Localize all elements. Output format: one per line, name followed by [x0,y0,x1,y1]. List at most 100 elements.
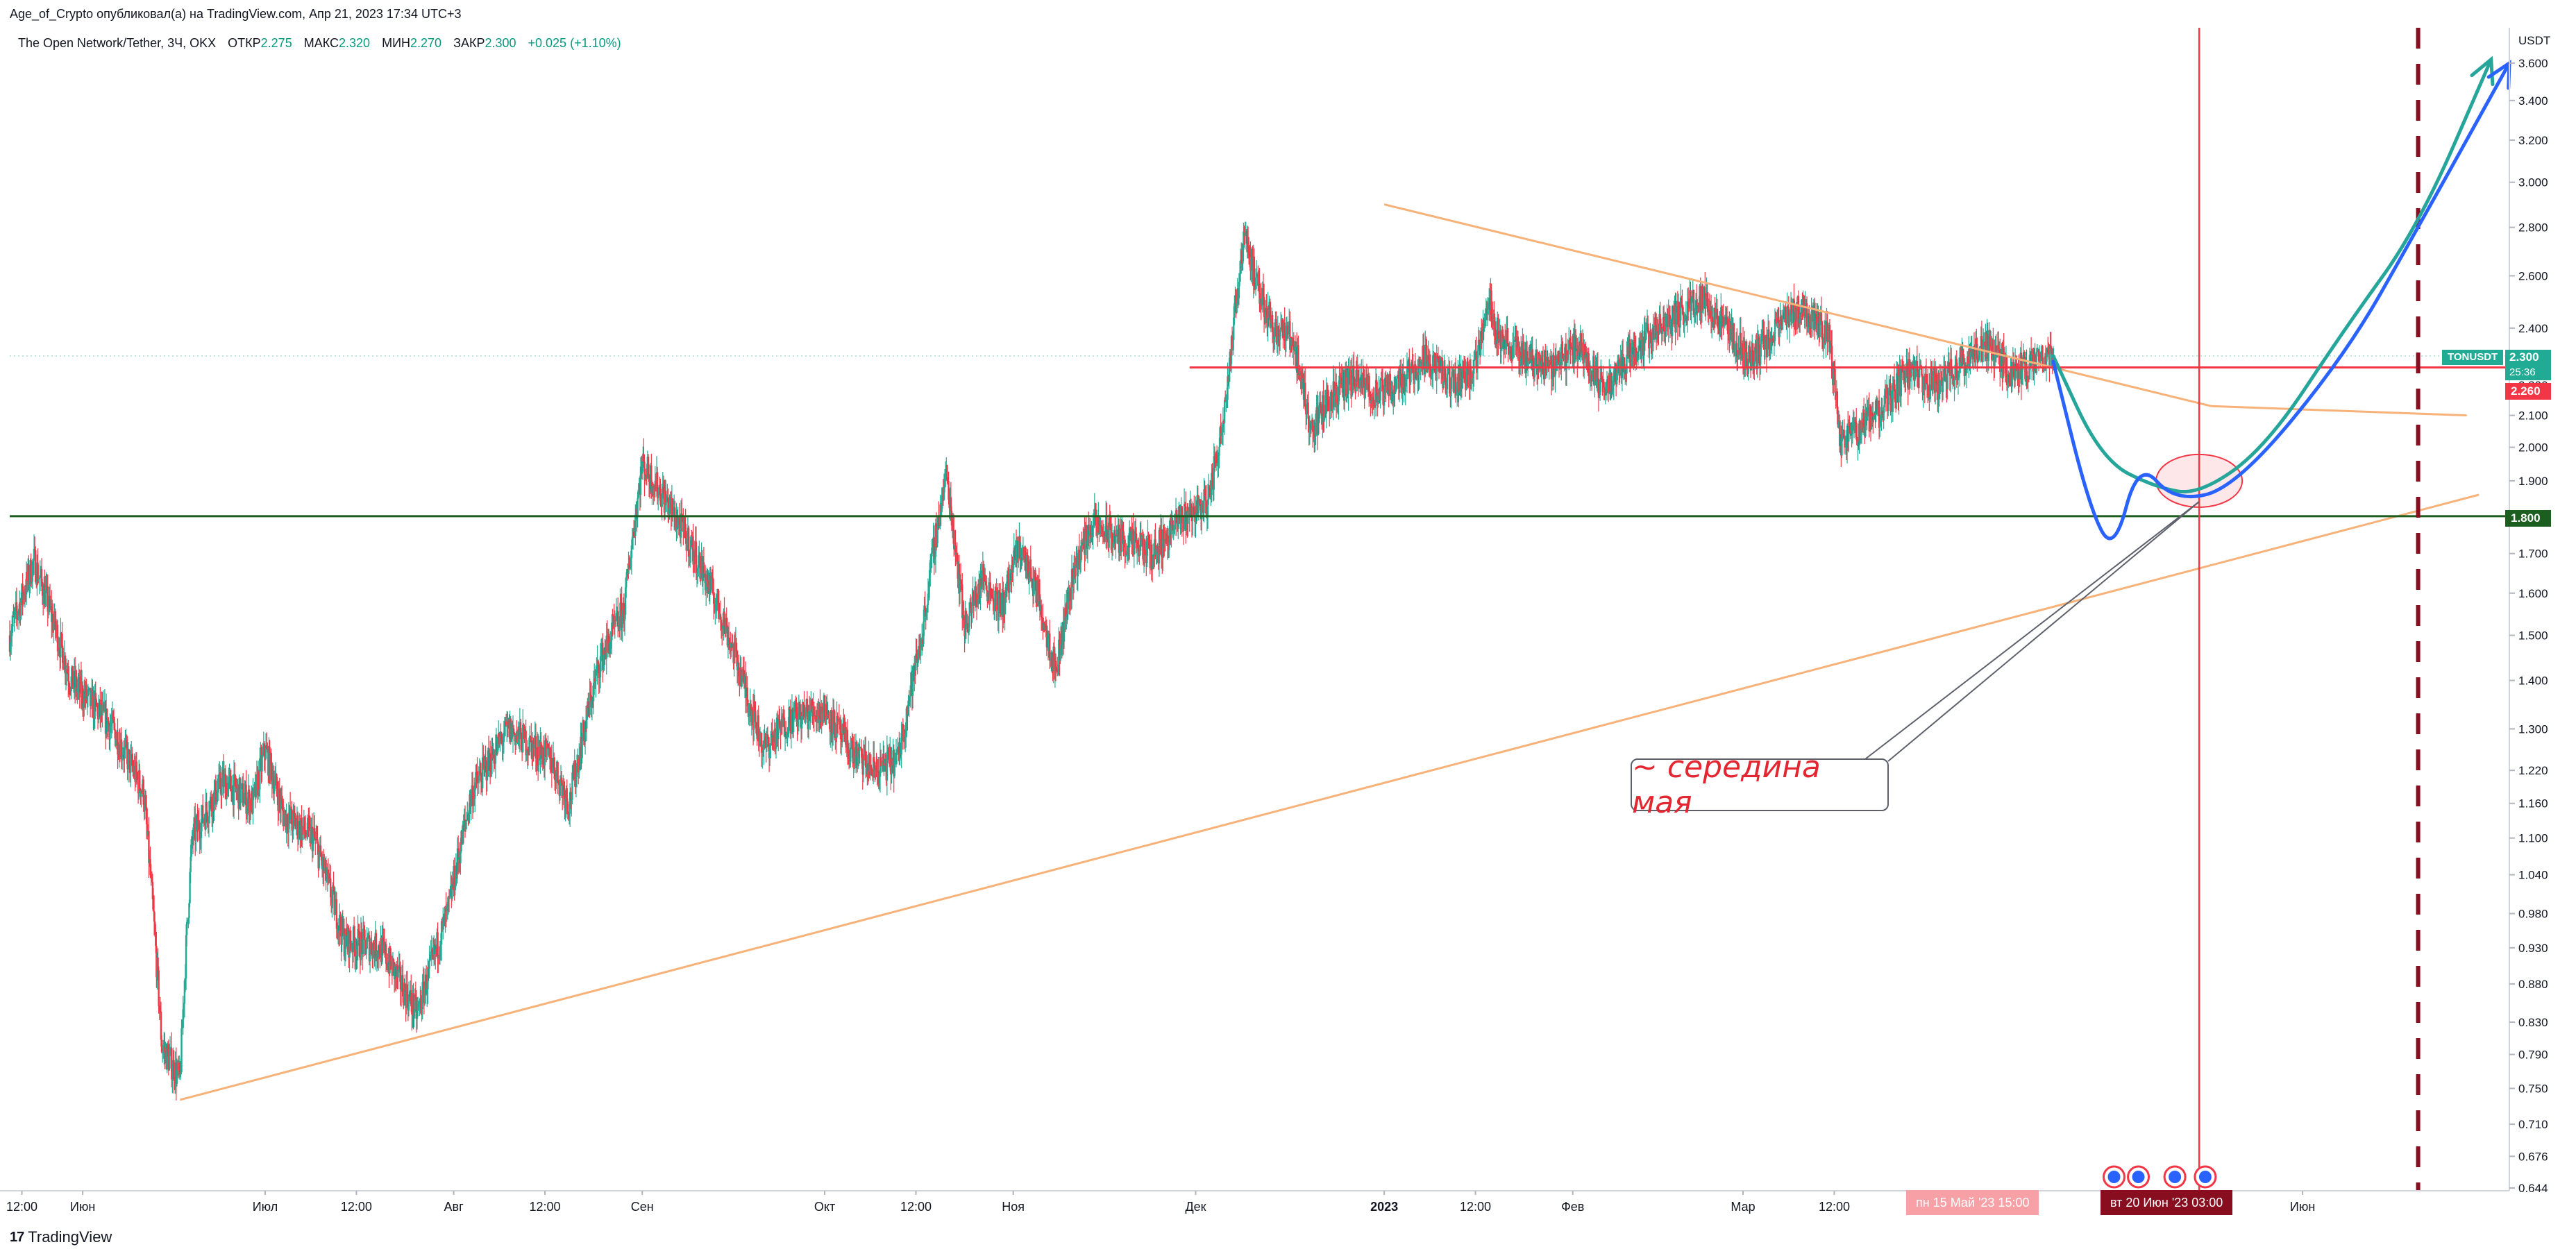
candle-body [1057,672,1059,674]
candle-body [928,570,931,587]
candle-body [402,975,404,996]
candle-body [1054,661,1057,668]
candle-body [1569,343,1572,349]
candle-body [1645,325,1648,331]
candle-body [406,984,408,1001]
candle-body [1287,329,1290,334]
candle-body [695,541,698,574]
candle-body [725,618,727,634]
candle-body [455,865,457,886]
candle-body [1094,509,1097,511]
candle-body [418,1003,420,1007]
candle-body [503,736,505,742]
candle-body [1836,391,1839,414]
candle-body [294,817,296,829]
candle-body [233,774,235,806]
candle-body [1697,305,1699,307]
candle-body [1842,434,1844,438]
candle-body [1649,330,1651,348]
candle-body [1665,316,1667,332]
candle-body [932,547,934,548]
candle-body [1148,535,1150,550]
candle-body [252,790,254,814]
candle-body [712,577,714,594]
candle-body [1673,313,1675,320]
candle-body [319,845,322,857]
candle-body [1040,605,1043,618]
candle-body [344,949,346,957]
candle-body [1093,518,1095,527]
candle-body [308,821,310,824]
candle-body [712,593,715,604]
candle-body [339,915,342,931]
candle-body [1678,321,1681,327]
candle-body [1006,575,1009,591]
candle-body [1556,360,1558,367]
candle-body [1462,370,1465,371]
candle-body [1368,384,1370,392]
candle-body [1699,286,1701,312]
candle-body [233,774,236,776]
candle-body [1497,317,1499,341]
candle-body [1143,539,1146,554]
candle-body [1012,564,1014,572]
candle-body [398,965,401,967]
candle-body [45,586,47,591]
candle-body [1227,376,1229,400]
candle-body [1561,344,1563,354]
candle-body [1619,362,1621,376]
candle-body [875,768,877,771]
candle-body [1210,495,1212,498]
candle-body [343,928,346,957]
candle-body [595,672,597,681]
candle-body [944,470,947,477]
candle-body [1500,348,1502,350]
candle-body [500,736,502,738]
candle-body [520,732,523,751]
candle-body [456,848,459,872]
candle-body [797,720,799,727]
candle-body [1901,368,1903,371]
candle-body [929,559,932,570]
candle-body [1118,524,1120,553]
candle-body [1843,434,1845,440]
candle-body [1333,392,1336,396]
candle-body [1537,364,1539,375]
candle-body [1883,395,1885,407]
candle-body [741,680,743,687]
candle-body [664,491,667,503]
candle-body [589,692,591,715]
candle-body [1626,354,1628,374]
candle-body [462,824,464,845]
candle-body [1369,391,1371,395]
candle-body [628,565,630,575]
candle-body [1652,328,1655,340]
candle-body [296,815,299,838]
candle-body [1842,434,1844,436]
candle-body [750,715,753,722]
candle-body [496,738,499,753]
candle-body [412,993,414,1016]
candle-body [431,949,434,952]
candle-body [1147,535,1149,541]
candle-body [1420,362,1422,364]
candle-body [1173,529,1176,530]
candle-body [1220,433,1222,436]
candle-body [1690,303,1692,312]
candle-body [1098,517,1100,534]
candle-body [57,647,60,652]
candle-body [11,627,13,636]
candle-body [778,719,780,722]
candle-body [587,701,589,716]
candle-body [1672,306,1674,320]
candle-body [24,593,26,597]
candle-body [1769,338,1771,354]
candle-body [414,994,416,1012]
candle-body [58,647,60,650]
candle-body [382,937,384,940]
candle-body [17,609,20,615]
candle-body [1821,321,1824,340]
candle-body [879,757,882,777]
